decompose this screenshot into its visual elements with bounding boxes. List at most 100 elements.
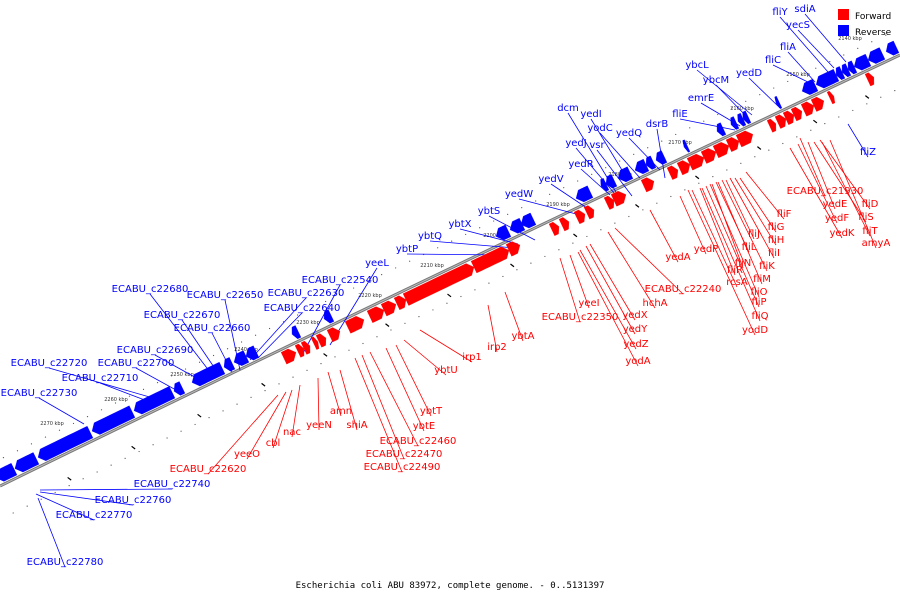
scale-tick-mark bbox=[813, 119, 818, 124]
gene-label: fliI bbox=[768, 248, 780, 259]
guide-dot bbox=[530, 262, 532, 264]
leader-line bbox=[789, 147, 843, 239]
gene-label: irp2 bbox=[487, 342, 507, 353]
gene-label: hchA bbox=[642, 298, 667, 309]
gene-label: vsr bbox=[589, 140, 605, 151]
guide-dot bbox=[586, 235, 588, 238]
gene-label: ECABU_c22540 bbox=[302, 275, 379, 286]
guide-dot bbox=[712, 176, 714, 178]
leader-line bbox=[339, 369, 358, 431]
gene-label: fliH bbox=[768, 235, 785, 246]
guide-dot bbox=[661, 140, 663, 142]
forward-gene-16 bbox=[573, 209, 586, 225]
leader-line bbox=[748, 77, 781, 109]
guide-dot bbox=[493, 220, 495, 222]
scale-tick-mark bbox=[67, 476, 72, 481]
forward-gene-19 bbox=[610, 190, 627, 207]
leader-line bbox=[717, 181, 763, 285]
forward-gene-13 bbox=[505, 241, 521, 257]
guide-dot bbox=[871, 41, 873, 43]
forward-gene-21 bbox=[666, 165, 679, 180]
guide-dot bbox=[138, 450, 140, 453]
gene-label: fliJ bbox=[748, 229, 760, 240]
guide-dot bbox=[488, 282, 490, 284]
gene-label: ECABU_c22460 bbox=[380, 436, 457, 447]
forward-gene-24 bbox=[700, 148, 717, 164]
forward-gene-20 bbox=[640, 177, 655, 193]
gene-label: amyA bbox=[862, 238, 891, 249]
forward-gene-29 bbox=[774, 114, 787, 129]
guide-dot bbox=[362, 342, 364, 345]
reverse-gene-2 bbox=[14, 452, 40, 473]
guide-dot bbox=[367, 280, 369, 282]
guide-dot bbox=[184, 368, 187, 370]
guide-dot bbox=[54, 491, 56, 494]
guide-dot bbox=[507, 213, 509, 215]
scale-tick-mark bbox=[635, 204, 640, 208]
forward-gene-4 bbox=[310, 336, 320, 350]
reverse-gene-3 bbox=[37, 425, 94, 462]
guide-dot bbox=[572, 242, 574, 244]
guide-dot bbox=[390, 329, 392, 331]
scale-tick-mark bbox=[323, 353, 328, 357]
guide-dot bbox=[128, 395, 131, 397]
leader-line bbox=[799, 137, 826, 197]
leader-line bbox=[272, 389, 293, 449]
gene-label: yedI bbox=[580, 109, 601, 120]
leader-line bbox=[847, 123, 869, 158]
leader-line bbox=[628, 137, 661, 171]
gene-label: rcsA bbox=[726, 277, 748, 288]
reverse-gene-15 bbox=[520, 212, 537, 229]
scale-tick-mark bbox=[510, 263, 515, 268]
guide-dot bbox=[156, 382, 159, 384]
leader-line bbox=[39, 491, 134, 506]
guide-dot bbox=[418, 316, 420, 318]
gene-label: ECABU_c22630 bbox=[268, 288, 345, 299]
gene-label: yedK bbox=[830, 228, 855, 239]
scale-tick-mark bbox=[757, 146, 762, 150]
guide-dot bbox=[614, 222, 616, 224]
leader-line bbox=[385, 347, 425, 432]
leader-line bbox=[35, 493, 95, 521]
gene-label: ECABU_c22740 bbox=[134, 479, 211, 490]
guide-dot bbox=[152, 444, 154, 446]
guide-dot bbox=[759, 94, 761, 96]
guide-dot bbox=[633, 153, 635, 155]
gene-label: fliR bbox=[727, 265, 743, 276]
leader-line bbox=[291, 384, 301, 438]
scale-tick-mark bbox=[865, 95, 870, 99]
guide-dot bbox=[754, 156, 756, 158]
leader-line bbox=[579, 249, 637, 350]
reverse-gene-5 bbox=[133, 386, 176, 415]
guide-dot bbox=[843, 54, 845, 56]
gene-label: ECABU_c22240 bbox=[645, 284, 722, 295]
forward-gene-35 bbox=[864, 72, 875, 87]
guide-dot bbox=[563, 187, 565, 189]
guide-dot bbox=[96, 471, 98, 473]
guide-dot bbox=[866, 103, 868, 105]
gene-label: ECABU_c22670 bbox=[144, 310, 221, 321]
reverse-gene-35 bbox=[867, 47, 886, 64]
gene-label: yedR bbox=[568, 159, 593, 170]
leader-line bbox=[301, 284, 341, 356]
leader-line bbox=[607, 231, 656, 309]
leader-line bbox=[419, 329, 473, 363]
guide-dot bbox=[142, 388, 145, 390]
guide-dot bbox=[240, 341, 243, 343]
leader-line bbox=[711, 183, 744, 269]
scale-tick-label: 2250 kbp bbox=[170, 372, 194, 378]
guide-dot bbox=[703, 120, 705, 122]
reverse-gene-34 bbox=[853, 53, 872, 71]
guide-dot bbox=[353, 287, 355, 289]
leader-line bbox=[249, 297, 307, 361]
scale-tick-label: 2220 kbp bbox=[358, 293, 382, 299]
leader-line bbox=[504, 291, 524, 342]
guide-dot bbox=[16, 450, 19, 452]
guide-dot bbox=[264, 390, 266, 392]
gene-label: yedE bbox=[823, 199, 848, 210]
leader-line bbox=[807, 141, 836, 210]
guide-dot bbox=[72, 422, 75, 425]
scale-tick-label: 2240 kbp bbox=[234, 347, 258, 353]
leader-line bbox=[569, 254, 590, 309]
